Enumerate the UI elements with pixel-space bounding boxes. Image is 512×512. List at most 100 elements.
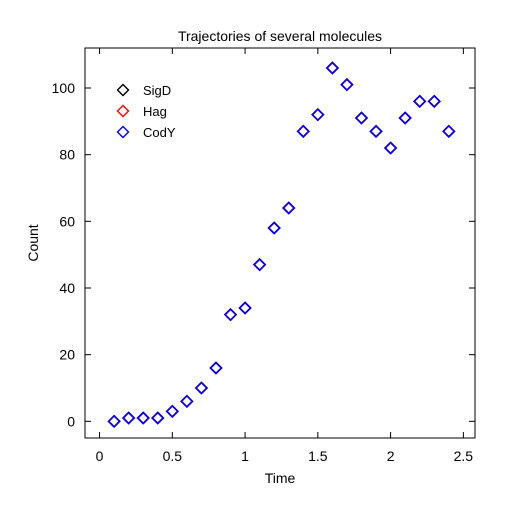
legend-label-cody: CodY (143, 125, 176, 140)
data-point-sigd (267, 221, 281, 235)
chart-title: Trajectories of several molecules (178, 28, 382, 44)
data-point-cody (267, 221, 281, 235)
data-point-cody (223, 308, 238, 322)
data-point-hag (252, 258, 267, 272)
legend-marker-cody (116, 125, 130, 139)
data-point-hag (340, 78, 354, 92)
data-point-sigd (122, 411, 136, 425)
data-point-hag (427, 94, 441, 108)
data-point-sigd (223, 308, 238, 322)
data-point-hag (325, 61, 340, 75)
x-tick-label: 2.5 (454, 448, 474, 464)
legend-label-sigd: SigD (143, 83, 171, 98)
data-point-hag (296, 124, 310, 138)
x-tick-label: 1 (241, 448, 249, 464)
legend-marker-sigd (116, 83, 130, 97)
data-point-cody (427, 94, 441, 108)
data-point-cody (282, 201, 296, 215)
data-point-sigd (107, 414, 121, 428)
data-point-cody (238, 301, 252, 315)
data-point-hag (165, 404, 179, 418)
data-point-sigd (413, 94, 427, 108)
data-point-cody (252, 258, 267, 272)
data-point-cody (122, 411, 136, 425)
data-point-cody (165, 404, 179, 418)
data-point-sigd (151, 411, 165, 425)
data-point-sigd (442, 124, 456, 138)
data-point-hag (311, 108, 325, 122)
data-point-hag (136, 411, 150, 425)
data-point-hag (383, 141, 398, 155)
data-point-hag (180, 394, 194, 408)
legend-marker-hag (116, 104, 130, 118)
x-axis-label: Time (265, 470, 296, 486)
data-point-cody (194, 381, 209, 395)
data-point-cody (340, 78, 354, 92)
data-point-hag (194, 381, 209, 395)
data-point-cody (151, 411, 165, 425)
plot-area-frame (84, 47, 476, 439)
data-point-sigd (252, 258, 267, 272)
data-point-hag (369, 124, 383, 138)
data-point-hag (442, 124, 456, 138)
data-point-sigd (209, 361, 223, 375)
y-tick-label: 40 (59, 280, 75, 296)
x-tick-label: 0 (96, 448, 104, 464)
y-tick-label: 0 (67, 413, 75, 429)
data-point-sigd (180, 394, 194, 408)
data-point-sigd (427, 94, 441, 108)
data-point-cody (180, 394, 194, 408)
legend: SigD Hag CodY (116, 83, 176, 140)
data-point-hag (209, 361, 223, 375)
x-tick-label: 2 (387, 448, 395, 464)
data-point-sigd (136, 411, 150, 425)
x-tick-label: 0.5 (163, 448, 183, 464)
data-point-sigd (325, 61, 340, 75)
data-point-hag (122, 411, 136, 425)
y-axis-label: Count (25, 224, 41, 261)
data-point-hag (151, 411, 165, 425)
data-point-sigd (398, 111, 412, 125)
data-point-sigd (165, 404, 179, 418)
data-point-hag (354, 111, 369, 125)
y-axis: 0 20 40 60 80 100 (52, 80, 475, 429)
data-point-cody (383, 141, 398, 155)
y-tick-label: 100 (52, 80, 76, 96)
data-point-sigd (354, 111, 369, 125)
data-point-cody (136, 411, 150, 425)
legend-label-hag: Hag (143, 104, 167, 119)
data-point-sigd (194, 381, 209, 395)
data-point-hag (223, 308, 238, 322)
data-point-hag (267, 221, 281, 235)
data-point-hag (282, 201, 296, 215)
data-point-sigd (383, 141, 398, 155)
data-point-sigd (296, 124, 310, 138)
data-point-hag (107, 414, 121, 428)
data-point-sigd (369, 124, 383, 138)
data-point-cody (107, 414, 121, 428)
data-point-sigd (311, 108, 325, 122)
data-markers (107, 61, 456, 428)
data-point-cody (398, 111, 412, 125)
data-point-cody (325, 61, 340, 75)
data-point-cody (296, 124, 310, 138)
y-tick-label: 20 (59, 347, 75, 363)
data-point-hag (238, 301, 252, 315)
data-point-sigd (238, 301, 252, 315)
data-point-cody (209, 361, 223, 375)
data-point-hag (413, 94, 427, 108)
data-point-hag (398, 111, 412, 125)
data-point-sigd (282, 201, 296, 215)
x-tick-label: 1.5 (308, 448, 328, 464)
y-tick-label: 60 (59, 213, 75, 229)
x-axis: 0 0.5 1 1.5 2 2.5 (96, 48, 474, 464)
data-point-cody (442, 124, 456, 138)
data-point-cody (354, 111, 369, 125)
data-point-cody (311, 108, 325, 122)
y-tick-label: 80 (59, 147, 75, 163)
data-point-cody (413, 94, 427, 108)
data-point-sigd (340, 78, 354, 92)
data-point-cody (369, 124, 383, 138)
